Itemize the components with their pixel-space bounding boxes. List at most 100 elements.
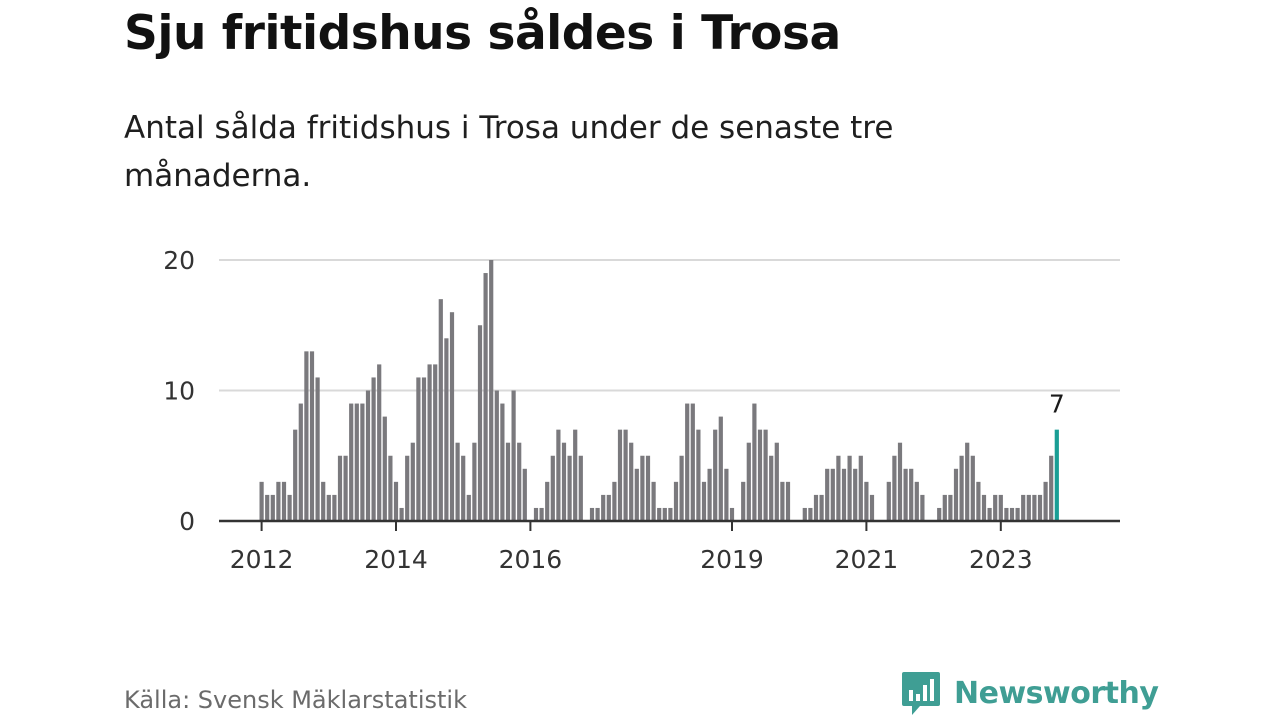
bar bbox=[1026, 494, 1031, 521]
bar bbox=[953, 468, 959, 521]
bar bbox=[315, 377, 320, 521]
bar bbox=[293, 429, 298, 521]
x-tick-label: 2012 bbox=[230, 545, 294, 574]
bar bbox=[477, 325, 483, 521]
bar bbox=[601, 494, 606, 521]
bar bbox=[393, 481, 399, 521]
bar bbox=[858, 455, 863, 521]
bar bbox=[505, 442, 511, 521]
latest-value-label: 7 bbox=[1049, 390, 1065, 419]
bar bbox=[713, 429, 718, 521]
bar bbox=[298, 403, 303, 521]
bar bbox=[830, 468, 835, 521]
bar bbox=[707, 468, 712, 521]
bar bbox=[998, 494, 1003, 521]
bar bbox=[1004, 507, 1009, 521]
bar bbox=[399, 507, 404, 521]
bar bbox=[365, 390, 371, 521]
bar bbox=[533, 507, 539, 521]
bar bbox=[757, 429, 763, 521]
bar bbox=[657, 507, 662, 521]
brand-logo: Newsworthy bbox=[900, 668, 1159, 718]
bar bbox=[449, 312, 455, 521]
bar bbox=[472, 442, 477, 521]
bar bbox=[1043, 481, 1048, 521]
bar bbox=[864, 481, 869, 521]
y-tick-label: 20 bbox=[163, 246, 195, 275]
bar bbox=[897, 442, 903, 521]
bar bbox=[511, 390, 516, 521]
bar bbox=[427, 364, 432, 521]
bar bbox=[466, 494, 471, 521]
bar bbox=[841, 468, 847, 521]
bar bbox=[853, 468, 858, 521]
bar bbox=[724, 468, 729, 521]
bar bbox=[813, 494, 819, 521]
bar bbox=[729, 507, 735, 521]
bar bbox=[668, 507, 673, 521]
bar bbox=[651, 481, 656, 521]
bar bbox=[718, 416, 723, 521]
bar bbox=[1037, 494, 1043, 521]
bar bbox=[640, 455, 645, 521]
bar bbox=[981, 494, 987, 521]
bar bbox=[388, 455, 393, 521]
x-tick-label: 2021 bbox=[835, 545, 899, 574]
chart-subtitle: Antal sålda fritidshus i Trosa under de … bbox=[124, 110, 894, 194]
bar bbox=[746, 442, 751, 521]
bar bbox=[763, 429, 768, 521]
bar bbox=[808, 507, 813, 521]
bar bbox=[673, 481, 679, 521]
bar bbox=[455, 442, 460, 521]
bar bbox=[276, 481, 281, 521]
bar bbox=[623, 429, 628, 521]
bar bbox=[701, 481, 707, 521]
bar bbox=[321, 481, 326, 521]
y-tick-label: 0 bbox=[179, 507, 195, 536]
bar bbox=[573, 429, 578, 521]
bar bbox=[567, 455, 572, 521]
bar bbox=[948, 494, 953, 521]
bar bbox=[489, 260, 494, 521]
bar bbox=[550, 455, 555, 521]
x-tick-label: 2014 bbox=[364, 545, 428, 574]
bar bbox=[595, 507, 600, 521]
bar bbox=[959, 455, 964, 521]
bar bbox=[438, 299, 443, 521]
bar bbox=[836, 455, 841, 521]
bar bbox=[539, 507, 544, 521]
chart-title: Sju fritidshus såldes i Trosa bbox=[124, 6, 841, 61]
bar bbox=[360, 403, 365, 521]
bar bbox=[433, 364, 438, 521]
bar bbox=[281, 481, 287, 521]
x-tick-label: 2019 bbox=[700, 545, 764, 574]
bar bbox=[1021, 494, 1026, 521]
bar bbox=[685, 403, 690, 521]
bar bbox=[645, 455, 651, 521]
bar bbox=[617, 429, 623, 521]
bar bbox=[337, 455, 343, 521]
bar bbox=[589, 507, 595, 521]
bar bbox=[892, 455, 897, 521]
bar bbox=[377, 364, 382, 521]
bar bbox=[494, 390, 499, 521]
bar bbox=[461, 455, 466, 521]
source-note: Källa: Svensk Mäklarstatistik bbox=[124, 686, 467, 714]
bar bbox=[752, 403, 757, 521]
bar bbox=[287, 494, 292, 521]
bar bbox=[326, 494, 331, 521]
bar bbox=[690, 403, 695, 521]
bar bbox=[517, 442, 522, 521]
bar bbox=[987, 507, 992, 521]
bar bbox=[1015, 507, 1020, 521]
bar bbox=[629, 442, 634, 521]
bar bbox=[1009, 507, 1015, 521]
newsworthy-chart-bubble-icon bbox=[902, 672, 940, 715]
bar bbox=[405, 455, 410, 521]
bar bbox=[741, 481, 746, 521]
brand-name: Newsworthy bbox=[954, 675, 1159, 711]
bar bbox=[802, 507, 807, 521]
bar bbox=[780, 481, 785, 521]
x-tick-label: 2016 bbox=[499, 545, 563, 574]
bar bbox=[937, 507, 942, 521]
